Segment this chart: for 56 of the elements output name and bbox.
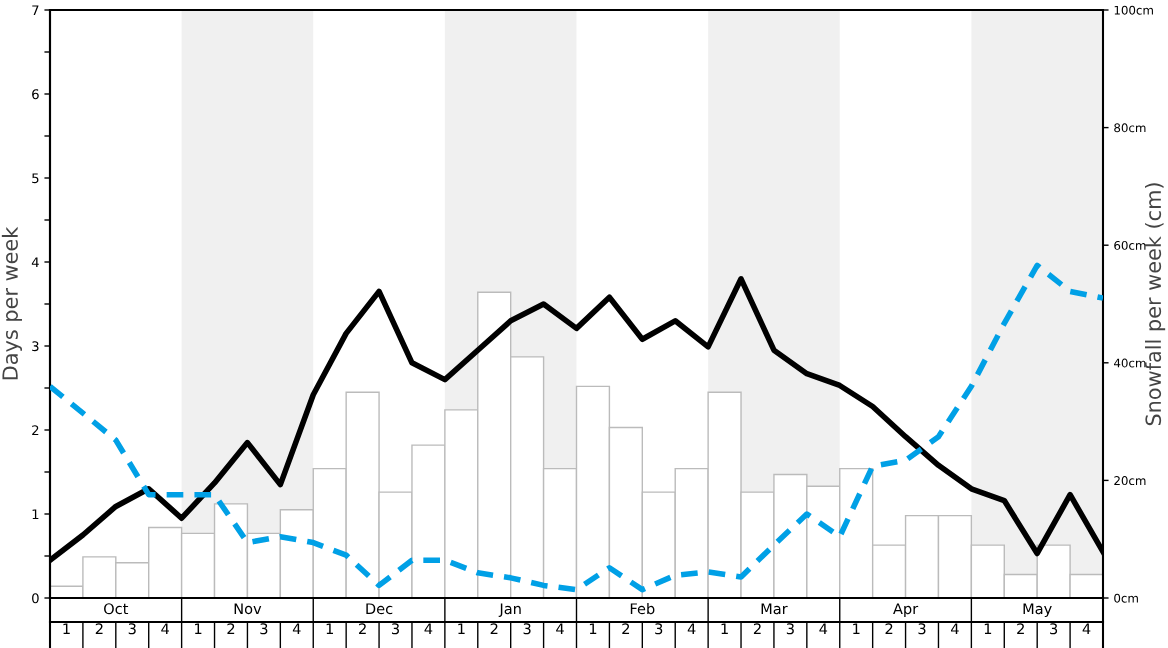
x-tick-label: 3 [260, 623, 268, 635]
y-tick-label: 20cm [1114, 476, 1146, 486]
x-tick-label: 4 [556, 623, 564, 635]
x-tick-label: 3 [655, 623, 663, 635]
x-tick-label: 1 [589, 623, 597, 635]
x-tick-label: 1 [458, 623, 465, 635]
x-tick-label: 4 [424, 623, 433, 635]
y-tick-label: 40cm [1113, 358, 1146, 368]
x-tick-label: 2 [622, 623, 630, 635]
text: Nov [234, 603, 262, 615]
x-tick-label: 4 [292, 623, 301, 635]
y-tick-label: 4 [31, 257, 39, 268]
x-tick-label: 4 [161, 623, 169, 635]
x-tick-label: 4 [951, 623, 959, 635]
x-tick-label: 2 [227, 623, 235, 635]
x-tick-label: 1 [63, 623, 70, 635]
x-tick-label: 4 [687, 623, 696, 635]
y-tick-label: 60cm [1114, 240, 1146, 250]
text: Jan [498, 603, 521, 617]
y-tick-label: 0 [32, 593, 39, 604]
x-tick-label: 3 [786, 623, 794, 635]
y-tick-label: 5 [32, 173, 39, 184]
text: Oct [104, 603, 129, 615]
text: Mar [761, 603, 788, 615]
y-tick-label: 100cm [1114, 5, 1153, 15]
y-tick-label: 1 [32, 509, 39, 520]
text: Dec [366, 603, 393, 615]
x-tick-label: 1 [195, 623, 202, 635]
x-tick-label: 1 [326, 623, 333, 635]
x-tick-label: 2 [490, 623, 498, 635]
y-axis-title: Snowfall per week (cm) [1145, 183, 1166, 426]
text: Feb [630, 602, 655, 615]
y-tick-label: 0cm [1114, 593, 1138, 603]
x-tick-label: 2 [1017, 623, 1024, 635]
x-tick-label: 1 [984, 623, 992, 635]
x-tick-label: 3 [1050, 623, 1058, 635]
y-tick-label: 7 [32, 5, 39, 16]
x-tick-label: 2 [753, 623, 761, 635]
x-tick-label: 2 [95, 623, 103, 635]
text: Apr [893, 603, 919, 618]
y-axis-title: Days per week [1, 226, 22, 380]
x-tick-label: 3 [523, 623, 531, 635]
x-tick-label: 2 [359, 623, 366, 635]
y-tick-label: 80cm [1114, 123, 1146, 133]
y-tick-label: 2 [32, 425, 39, 436]
x-tick-label: 3 [918, 623, 926, 635]
x-tick-label: 2 [885, 623, 893, 635]
text: May [1023, 603, 1052, 618]
x-tick-label: 4 [1082, 623, 1091, 635]
y-tick-label: 6 [32, 89, 39, 100]
x-tick-label: 3 [391, 623, 399, 635]
x-tick-label: 1 [853, 623, 860, 635]
x-tick-label: 4 [819, 623, 828, 635]
y-tick-label: 3 [32, 341, 39, 352]
x-tick-label: 1 [721, 623, 728, 635]
x-tick-label: 3 [128, 623, 136, 635]
